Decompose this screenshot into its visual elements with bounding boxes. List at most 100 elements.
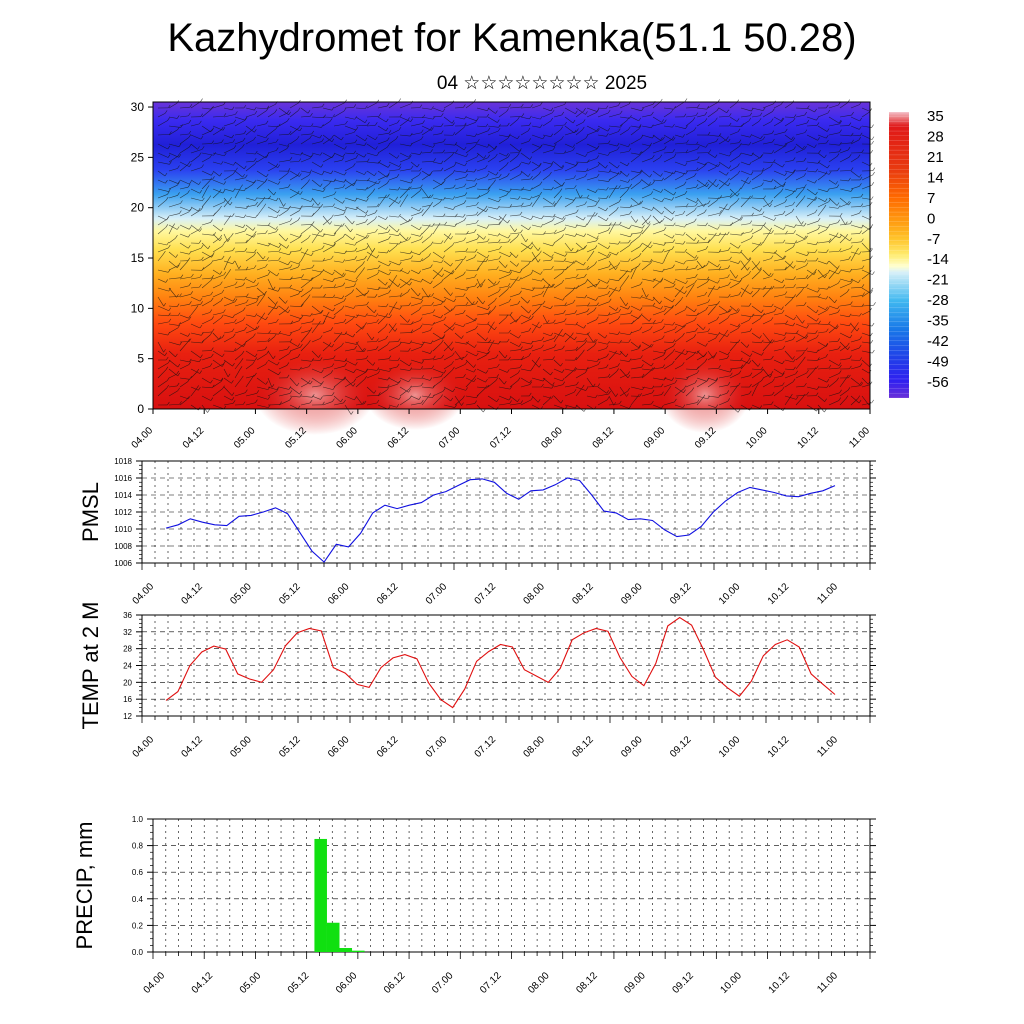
wind-barb [212,388,223,397]
wind-barb-flag [625,269,628,274]
wind-barb [421,396,430,406]
wind-barb [630,341,639,348]
wind-barb [487,215,500,221]
wind-barb [267,259,279,262]
wind-barb [553,198,560,208]
wind-barb [696,179,707,188]
wind-barb [751,107,764,111]
wind-barb-flag [761,167,765,172]
wind-barb-flag [857,395,861,399]
wind-barb-flag [453,162,457,167]
wind-barb [718,116,730,118]
y-tick-label: 30 [131,100,145,114]
wind-barb-flag [331,255,334,260]
wind-barb [245,139,254,145]
wind-barb-flag [541,336,545,341]
wind-barb-flag [397,381,400,385]
wind-barb-flag [605,364,609,368]
wind-barb-flag [626,173,630,177]
wind-barb-flag [254,357,258,361]
wind-barb [586,130,597,136]
wind-barb-flag [189,358,192,363]
wind-barb [839,156,850,163]
wind-barb [443,224,455,227]
wind-barb-flag [660,189,664,193]
wind-barb [564,349,576,352]
wind-barb [421,197,432,199]
wind-barb [707,260,718,268]
wind-barb-flag [617,316,621,320]
wind-barb-flag [550,257,554,261]
wind-barb [300,237,309,244]
wind-barb [267,350,274,359]
wind-barb [762,251,775,254]
wind-barb-flag [772,339,775,344]
wind-barb [289,161,299,163]
wind-barb [443,386,453,393]
wind-barb [641,260,651,263]
wind-barb [597,341,608,345]
wind-barb [509,367,520,370]
wind-barb-flag [516,276,519,280]
wind-barb-flag [646,294,649,298]
wind-barb-flag [647,221,651,225]
wind-barb [245,301,257,307]
wind-barb-flag [783,143,786,148]
wind-barb [201,319,212,325]
wind-barb [564,335,572,343]
wind-barb [817,309,828,316]
wind-barb-flag [339,331,343,336]
wind-barb-flag [847,387,851,391]
wind-barb [839,223,851,226]
wind-barb [256,199,264,208]
wind-barb-flag [519,269,522,274]
wind-barb-flag [617,331,621,335]
wind-barb [465,285,476,289]
wind-barb-flag [795,396,799,400]
wind-barb [300,251,307,262]
wind-barb [784,170,793,174]
wind-barb-flag [683,113,687,117]
wind-barb-flag [385,303,389,307]
wind-barb [267,128,277,136]
wind-barb [443,404,455,408]
wind-barb [619,233,631,238]
colorbar-label: 35 [927,108,944,125]
wind-barb [564,212,577,217]
wind-barb-flag [728,281,731,286]
wind-barb-flag [551,160,554,165]
wind-barb [564,384,577,388]
wind-barb-flag [563,310,566,314]
wind-barb-flag [817,357,820,361]
wind-barb [267,215,277,219]
wind-barb-flag [355,155,359,159]
wind-barb-flag [805,284,809,288]
wind-barb [377,116,387,123]
wind-barb [421,170,430,176]
wind-barb-flag [849,268,853,273]
wind-barb-flag [817,226,821,230]
wind-barb [586,283,598,289]
wind-barb-flag [308,172,312,176]
wind-barb [509,155,518,163]
wind-barb-flag [826,384,830,388]
wind-barb [465,350,477,357]
wind-barb-flag [375,136,378,140]
wind-barb [256,353,267,361]
wind-barb [454,287,467,291]
wind-barb [520,355,529,361]
wind-barb [641,134,653,139]
wind-barb [245,125,255,133]
wind-barb-flag [362,326,365,330]
wind-barb [179,319,190,325]
wind-barb-flag [342,200,345,204]
wind-barb-flag [825,343,828,347]
y-tick-label: 25 [131,150,145,164]
wind-barb [663,388,670,397]
wind-barb [388,161,400,167]
wind-barb-flag [232,400,236,404]
wind-barb [718,170,727,176]
wind-barb [300,402,311,406]
wind-barb [652,139,663,145]
wind-barb-flag [210,128,213,132]
